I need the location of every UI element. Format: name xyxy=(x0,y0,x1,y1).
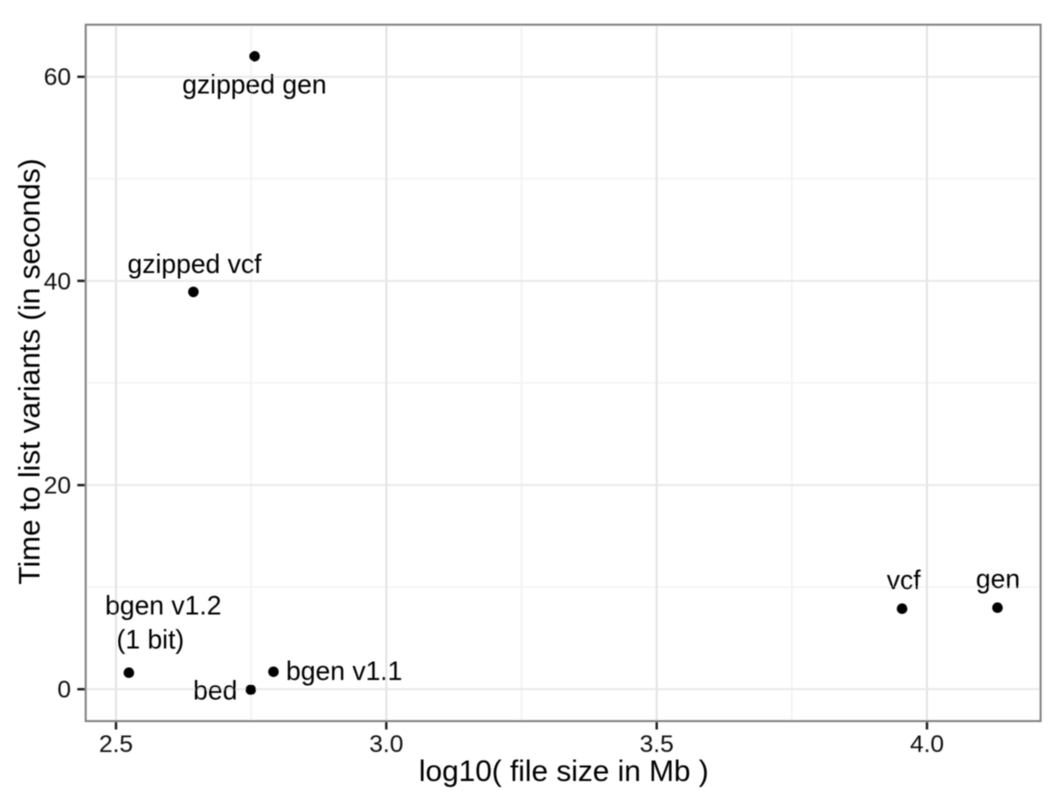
svg-text:40: 40 xyxy=(44,268,71,295)
svg-text:2.5: 2.5 xyxy=(99,731,133,758)
svg-text:gzipped gen: gzipped gen xyxy=(182,69,326,99)
svg-text:(1 bit): (1 bit) xyxy=(117,625,185,655)
svg-text:log10( file size in Mb ): log10( file size in Mb ) xyxy=(419,755,709,788)
svg-text:4.0: 4.0 xyxy=(910,731,944,758)
svg-text:3.5: 3.5 xyxy=(640,731,674,758)
svg-text:bed: bed xyxy=(193,676,237,706)
svg-text:vcf: vcf xyxy=(887,565,922,595)
svg-text:bgen v1.2: bgen v1.2 xyxy=(105,591,221,621)
svg-text:20: 20 xyxy=(44,472,71,499)
svg-text:gen: gen xyxy=(976,564,1020,594)
svg-text:bgen v1.1: bgen v1.1 xyxy=(286,656,402,686)
svg-text:gzipped vcf: gzipped vcf xyxy=(127,249,262,279)
svg-text:60: 60 xyxy=(44,64,71,91)
svg-text:3.0: 3.0 xyxy=(369,731,403,758)
svg-text:Time to list variants (in seco: Time to list variants (in seconds) xyxy=(14,158,47,584)
svg-text:0: 0 xyxy=(57,677,71,704)
